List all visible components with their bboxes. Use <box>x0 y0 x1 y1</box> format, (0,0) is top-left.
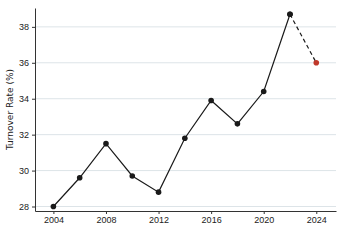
point <box>313 60 319 66</box>
x-tick-mark <box>53 211 54 214</box>
y-tick-mark <box>32 171 35 172</box>
y-tick-label: 30 <box>19 166 29 176</box>
y-tick-mark <box>32 135 35 136</box>
y-tick-label: 38 <box>19 22 29 32</box>
y-tick: 32 <box>19 130 35 140</box>
y-axis: 28 30 32 34 36 38 <box>19 9 36 212</box>
x-tick-mark <box>264 211 265 214</box>
x-tick-label: 2004 <box>44 215 64 225</box>
grid-line <box>35 206 336 207</box>
plot: 2004 2008 2012 2016 2020 2024 28 30 32 34 36 38 <box>19 9 337 226</box>
grid-line <box>35 98 336 99</box>
x-axis: 2004 2008 2012 2016 2020 2024 <box>36 211 337 225</box>
y-tick: 30 <box>19 166 35 176</box>
grid-line <box>35 134 336 135</box>
y-tick-mark <box>32 207 35 208</box>
x-tick-label: 2024 <box>307 215 327 225</box>
series-line <box>53 14 290 206</box>
point <box>235 121 241 127</box>
y-tick-label: 32 <box>19 130 29 140</box>
point <box>261 89 267 95</box>
series-line <box>290 14 316 63</box>
y-tick: 28 <box>19 202 35 212</box>
x-tick: 2024 <box>307 211 327 225</box>
x-tick-mark <box>106 211 107 214</box>
x-tick-label: 2008 <box>96 215 116 225</box>
point <box>51 204 57 210</box>
x-tick-mark <box>159 211 160 214</box>
grid-line <box>35 170 336 171</box>
x-tick: 2016 <box>202 211 222 225</box>
y-tick-label: 36 <box>19 58 29 68</box>
axis-line <box>35 9 36 212</box>
grid <box>35 27 336 207</box>
x-tick: 2012 <box>149 211 169 225</box>
grid-line <box>35 26 336 27</box>
y-axis-title: Turnover Rate (%) <box>5 69 15 151</box>
axis-line <box>36 211 337 212</box>
y-tick-label: 34 <box>19 94 29 104</box>
x-tick-mark <box>316 211 317 214</box>
point <box>156 189 162 195</box>
x-tick: 2008 <box>96 211 116 225</box>
y-tick-mark <box>32 63 35 64</box>
point <box>287 11 293 17</box>
x-tick-label: 2020 <box>254 215 274 225</box>
point <box>182 135 188 141</box>
y-tick-label: 28 <box>19 202 29 212</box>
y-tick-mark <box>32 99 35 100</box>
y-tick: 38 <box>19 22 35 32</box>
x-tick-label: 2016 <box>202 215 222 225</box>
chart: 2004 2008 2012 2016 2020 2024 28 30 32 34 36 38 Turn… <box>0 0 340 226</box>
point <box>103 141 109 147</box>
x-tick: 2004 <box>44 211 64 225</box>
point <box>129 173 135 179</box>
point <box>77 175 83 181</box>
x-tick-label: 2012 <box>149 215 169 225</box>
data <box>51 11 319 209</box>
x-tick-mark <box>211 211 212 214</box>
y-tick: 36 <box>19 58 35 68</box>
grid-line <box>35 62 336 63</box>
y-tick-mark <box>32 27 35 28</box>
x-tick: 2020 <box>254 211 274 225</box>
point <box>287 11 293 17</box>
point <box>208 98 214 104</box>
y-tick: 34 <box>19 94 35 104</box>
